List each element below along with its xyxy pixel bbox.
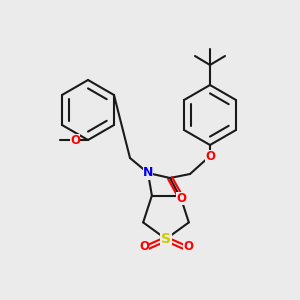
Text: N: N: [143, 167, 153, 179]
Text: O: O: [139, 241, 149, 254]
Text: O: O: [176, 191, 186, 205]
Text: O: O: [70, 134, 80, 146]
Text: O: O: [205, 149, 215, 163]
Text: S: S: [161, 232, 171, 246]
Text: O: O: [183, 241, 193, 254]
